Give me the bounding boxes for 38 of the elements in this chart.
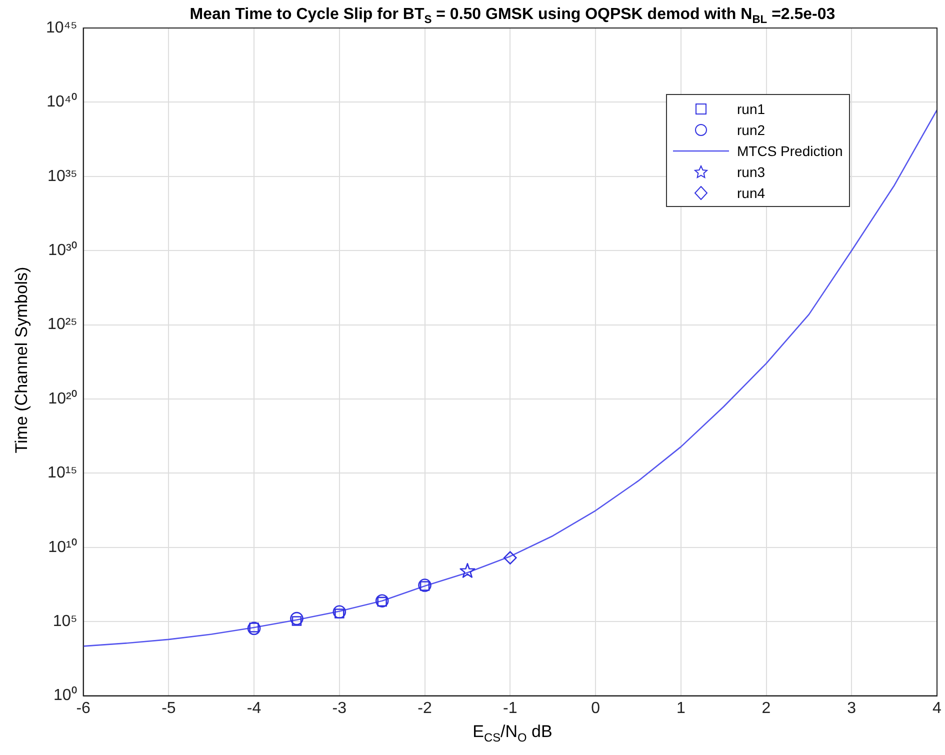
point — [332, 605, 346, 619]
point — [504, 551, 517, 564]
x-tick-label: 3 — [847, 700, 856, 717]
point — [420, 581, 430, 591]
point — [290, 612, 304, 626]
x-tick-label: -4 — [246, 700, 262, 717]
x-axis-title: E$_{CS}$/N$_{O}$ dB — [472, 722, 554, 744]
y-tick-label: 10⁰ — [54, 686, 78, 704]
y-tick-label: 10¹⁰ — [48, 538, 78, 556]
x-tick-label: 1 — [676, 700, 686, 717]
point — [247, 622, 261, 636]
chart-title: Mean Time to Cycle Slip for BT$_{S}$ = 0.50 GMSK using OQPSK demod with N$_{B}$$_{L}$ =2.5e-03 — [188, 6, 836, 26]
legend-label: run3 — [737, 164, 766, 180]
y-tick-label: 10²⁰ — [48, 389, 78, 408]
point — [460, 563, 476, 578]
legend-label: run1 — [737, 100, 766, 116]
x-tick-label: -3 — [332, 700, 347, 717]
x-tick-label: -6 — [76, 700, 91, 717]
y-tick-label: 10⁴⁵ — [46, 19, 78, 36]
point — [292, 616, 302, 626]
x-tick-label: -2 — [418, 700, 432, 717]
y-tick-label: 10³⁰ — [48, 241, 78, 260]
y-tick-label: 10⁴⁰ — [46, 92, 78, 111]
point — [375, 594, 389, 608]
x-tick-label: 4 — [932, 700, 942, 717]
x-tick-label: -1 — [503, 700, 518, 717]
x-tick-label: 0 — [591, 700, 600, 717]
point — [418, 578, 432, 592]
x-tick-label: 2 — [762, 700, 771, 717]
y-tick-label: 10⁵ — [52, 613, 78, 630]
y-tick-label: 10³⁵ — [48, 168, 78, 185]
legend-label: MTCS Prediction — [737, 142, 843, 158]
y-tick-label: 10¹⁵ — [48, 464, 78, 482]
y-axis-title: Time (Channel Symbols) — [12, 266, 32, 454]
y-tick-label: 10²⁵ — [48, 316, 78, 334]
legend-label: run4 — [737, 184, 766, 200]
x-tick-label: -5 — [162, 700, 176, 717]
legend-label: run2 — [737, 122, 766, 138]
